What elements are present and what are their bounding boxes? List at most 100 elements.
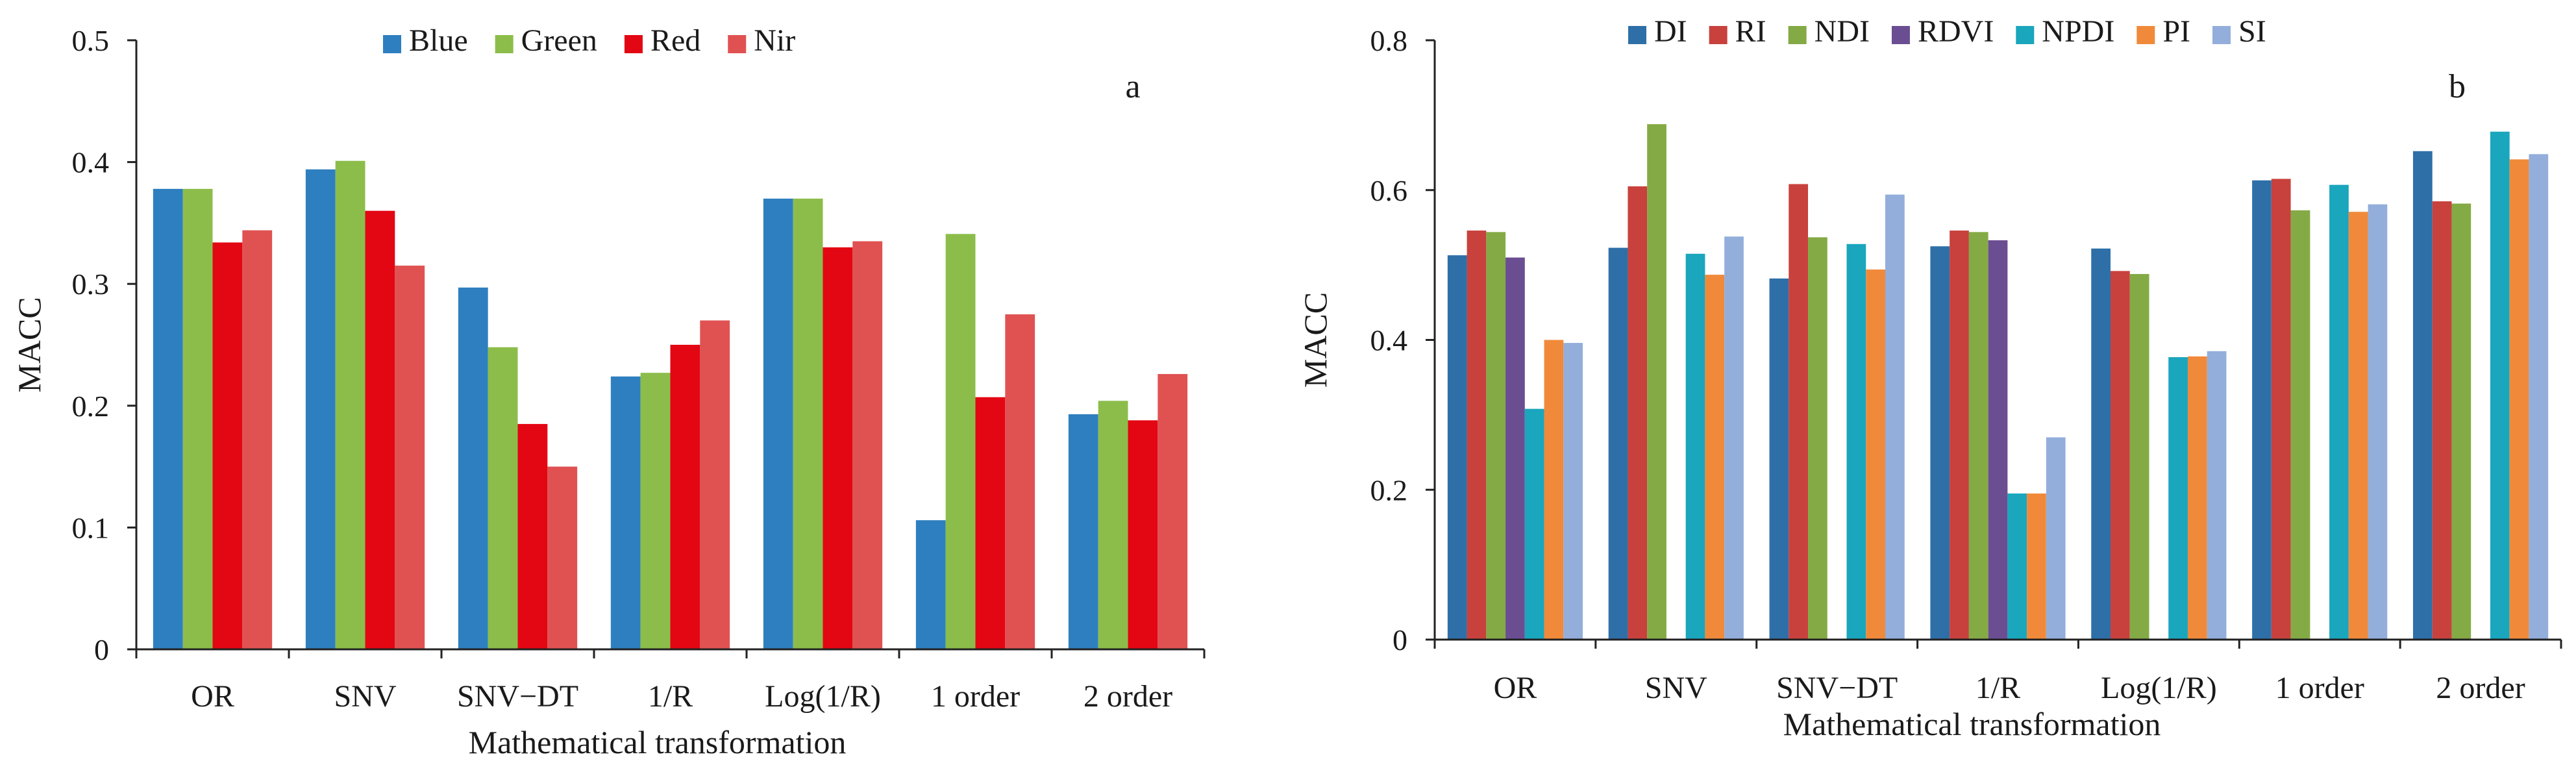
y-tick-label: 0.4: [1370, 324, 1408, 357]
bar-pi-4: [2187, 356, 2207, 640]
bar-si-1: [1724, 236, 1744, 640]
bar-npdi-5: [2329, 184, 2349, 640]
legend-label-rdvi: RDVI: [1918, 14, 1994, 49]
x-ticks-b: [1433, 640, 2562, 649]
legend-label-si: SI: [2238, 14, 2266, 49]
legend-label-green: Green: [521, 23, 597, 58]
legend-swatch-di: [1628, 26, 1646, 44]
legend-swatch-nir: [728, 35, 747, 53]
legend-label-pi: PI: [2162, 14, 2190, 49]
x-axis-label-b: Mathematical transformation: [1783, 706, 2161, 742]
bar-ndi-2: [1808, 237, 1827, 640]
bar-nir-4: [852, 241, 883, 649]
legend-label-npdi: NPDI: [2042, 14, 2114, 49]
bar-ri-0: [1467, 231, 1487, 640]
bar-npdi-6: [2490, 131, 2510, 640]
bar-pi-3: [2027, 493, 2046, 640]
y-axis-label-a: MACC: [11, 297, 47, 392]
category-label: 1/R: [648, 679, 693, 714]
category-label: SNV−DT: [1776, 671, 1898, 705]
legend-swatch-red: [624, 35, 643, 53]
bar-di-4: [2091, 248, 2111, 640]
bar-nir-0: [242, 230, 273, 649]
category-labels-a: OR SNV SNV−DT 1/R Log(1/R) 1 order 2 order: [191, 679, 1172, 714]
bars-group-b: [1447, 124, 2549, 640]
bar-green-1: [335, 160, 365, 649]
bar-nir-1: [395, 266, 425, 649]
bar-ndi-5: [2290, 210, 2310, 640]
y-ticks-a: 0 0.1 0.2 0.3 0.4 0.5: [72, 24, 136, 666]
bar-ndi-4: [2129, 273, 2149, 640]
y-tick-label: 0.8: [1370, 24, 1408, 57]
bar-di-6: [2412, 151, 2433, 640]
legend-swatch-green: [495, 35, 514, 53]
bar-si-6: [2529, 154, 2549, 640]
y-tick-label: 0.2: [72, 390, 110, 423]
category-label: 1 order: [2275, 671, 2364, 705]
bar-nir-6: [1158, 374, 1188, 649]
bar-pi-6: [2509, 159, 2529, 640]
y-tick-label: 0: [1393, 623, 1407, 656]
bars-group-a: [153, 160, 1188, 650]
y-tick-label: 0.5: [72, 24, 110, 57]
chart-panel-a: 0 0.1 0.2 0.3 0.4 0.5 OR SNV SNV−DT 1/R Log(1/R) 1…: [11, 23, 1206, 760]
legend-swatch-si: [2212, 26, 2231, 44]
bar-green-5: [945, 234, 976, 649]
bar-blue-5: [915, 520, 946, 649]
y-tick-label: 0.3: [72, 268, 110, 301]
y-tick-label: 0.6: [1370, 174, 1408, 207]
bar-green-0: [182, 188, 213, 649]
bar-ri-1: [1628, 186, 1648, 640]
bar-si-3: [2046, 437, 2066, 640]
bar-npdi-3: [2007, 493, 2027, 640]
y-axis-label-b: MACC: [1297, 292, 1333, 388]
category-label: 2 order: [1084, 679, 1172, 714]
legend-label-blue: Blue: [409, 23, 468, 58]
x-ticks-a: [135, 649, 1206, 658]
legend-label-ri: RI: [1735, 14, 1766, 49]
legend-swatch-pi: [2136, 26, 2155, 44]
legend-swatch-ndi: [1788, 26, 1807, 44]
bar-si-0: [1563, 343, 1583, 640]
panel-letter-a: a: [1125, 68, 1140, 105]
bar-di-1: [1608, 247, 1628, 640]
bar-ri-6: [2432, 201, 2452, 640]
legend-label-ndi: NDI: [1814, 14, 1870, 49]
bar-green-4: [793, 198, 823, 649]
panel-letter-b: b: [2449, 68, 2466, 105]
bar-red-4: [823, 247, 853, 649]
bar-pi-0: [1544, 340, 1564, 640]
category-label: Log(1/R): [2101, 671, 2217, 705]
bar-blue-4: [763, 198, 793, 649]
bar-si-5: [2368, 204, 2388, 640]
y-ticks-b: 0 0.2 0.4 0.6 0.8: [1370, 24, 1435, 656]
bar-di-2: [1769, 278, 1789, 640]
x-axis-label-a: Mathematical transformation: [469, 724, 847, 760]
bar-si-2: [1885, 194, 1905, 640]
chart-panel-b: 0 0.2 0.4 0.6 0.8 OR SNV SNV−DT 1/R Log(1/R) 1 or…: [1297, 14, 2562, 742]
legend-label-nir: Nir: [754, 23, 795, 58]
bar-nir-3: [700, 320, 730, 649]
bar-npdi-4: [2168, 357, 2188, 640]
bar-red-6: [1128, 420, 1158, 649]
bar-pi-5: [2348, 212, 2368, 640]
bar-blue-3: [610, 376, 641, 649]
bar-blue-0: [153, 188, 183, 649]
bar-red-2: [517, 423, 548, 649]
bar-blue-6: [1068, 414, 1098, 649]
bar-ndi-6: [2451, 203, 2471, 640]
category-label: 1/R: [1975, 671, 2020, 705]
legend-swatch-ri: [1709, 26, 1728, 44]
category-label: 2 order: [2436, 671, 2525, 705]
bar-si-4: [2207, 351, 2227, 640]
legend-swatch-rdvi: [1891, 26, 1910, 44]
bar-green-2: [488, 347, 518, 649]
y-tick-label: 0.2: [1370, 473, 1408, 506]
bar-ndi-0: [1486, 232, 1506, 640]
category-label: OR: [1494, 671, 1537, 705]
category-label: 1 order: [931, 679, 1020, 714]
bar-npdi-1: [1685, 253, 1705, 640]
category-label: SNV−DT: [457, 679, 578, 714]
bar-ri-5: [2271, 179, 2291, 640]
legend-label-di: DI: [1654, 14, 1687, 49]
